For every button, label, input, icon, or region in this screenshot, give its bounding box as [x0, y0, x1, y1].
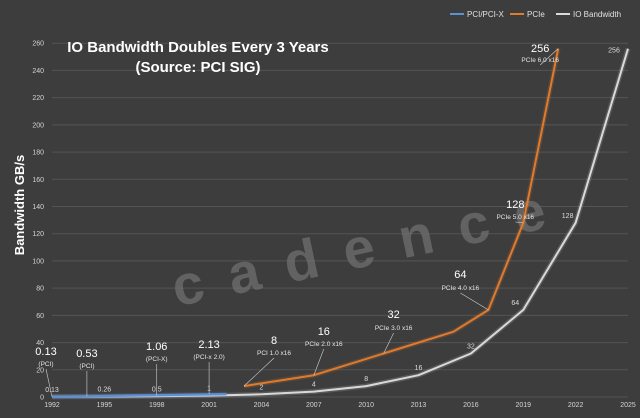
y-tick-label: 0 — [40, 395, 44, 402]
x-tick-label: 2001 — [201, 402, 217, 409]
x-tick-label: 1998 — [149, 402, 165, 409]
x-tick-label: 2010 — [358, 402, 374, 409]
io-value-label: 128 — [562, 213, 574, 220]
y-tick-label: 140 — [32, 204, 44, 211]
x-tick-label: 2019 — [515, 402, 531, 409]
y-tick-label: 180 — [32, 150, 44, 157]
spec-value-label: 2.13 — [198, 339, 219, 351]
spec-value-label: 16 — [318, 326, 330, 338]
chart-title-line1: IO Bandwidth Doubles Every 3 Years — [67, 39, 328, 56]
io-value-label: 1 — [207, 386, 211, 393]
io-value-label: 2 — [260, 384, 264, 391]
y-tick-label: 160 — [32, 177, 44, 184]
y-tick-label: 60 — [36, 313, 44, 320]
y-axis-ticks: 0 20 40 60 80 100 120 140 160 180 200 220 240 260 — [32, 41, 44, 402]
y-tick-label: 20 — [36, 367, 44, 374]
spec-name-label: (PCI-x 2.0) — [193, 354, 224, 361]
x-tick-label: 1995 — [97, 402, 113, 409]
io-value-label: 16 — [415, 365, 423, 372]
spec-name-label: PCI 1.0 x16 — [257, 350, 291, 357]
x-tick-label: 1992 — [44, 402, 60, 409]
x-tick-label: 2007 — [306, 402, 322, 409]
chart-title-line2: (Source: PCI SIG) — [135, 59, 260, 76]
x-tick-label: 2016 — [463, 402, 479, 409]
spec-value-label: 8 — [271, 335, 277, 347]
spec-name-label: PCIe 4.0 x16 — [442, 285, 480, 292]
pci-legend-label: PCI/PCI-X — [467, 10, 505, 19]
spec-name-label: PCIe 5.0 x16 — [496, 214, 534, 221]
io-value-labels: 0.13 0.26 0.5 1 2 4 8 16 32 64 128 256 — [45, 48, 620, 394]
y-tick-label: 40 — [36, 340, 44, 347]
spec-value-label: 256 — [531, 43, 549, 55]
annotation-leader-line — [383, 332, 394, 354]
y-tick-label: 200 — [32, 122, 44, 129]
pci-series-line — [51, 393, 227, 398]
y-tick-label: 260 — [32, 41, 44, 48]
io-value-label: 32 — [467, 343, 475, 350]
io-value-label: 8 — [364, 376, 368, 383]
y-tick-label: 80 — [36, 286, 44, 293]
spec-value-label: 128 — [506, 199, 524, 211]
annotation-leader-line — [45, 368, 53, 397]
spec-name-label: (PCI-X) — [146, 356, 168, 363]
pcie-legend-label: PCIe — [527, 10, 545, 19]
io-value-label: 64 — [511, 300, 519, 307]
spec-name-label: PCIe 3.0 x16 — [375, 325, 413, 332]
spec-value-label: 0.13 — [35, 346, 56, 358]
x-tick-label: 2013 — [411, 402, 427, 409]
spec-name-label: PCIe 6.0 x16 — [521, 57, 559, 64]
spec-annotations: 0.13 (PCI) 0.53 (PCI) 1.06 (PCI-X) 2.13 (PCI-x … — [35, 43, 559, 397]
spec-value-label: 64 — [454, 269, 466, 281]
y-tick-label: 120 — [32, 231, 44, 238]
x-tick-label: 2004 — [254, 402, 270, 409]
io-value-label: 0.5 — [152, 386, 162, 393]
annotation-leader-line — [515, 221, 524, 224]
io-value-label: 0.13 — [45, 387, 59, 394]
annotation-leader-line — [313, 348, 325, 376]
spec-name-label: (PCI) — [38, 361, 53, 368]
grid-lines — [52, 42, 628, 398]
spec-name-label: (PCI) — [79, 363, 94, 370]
y-axis-label: Bandwidth GB/s — [12, 155, 27, 255]
legend: PCI/PCI-X PCIe IO Bandwidth — [450, 10, 621, 19]
y-tick-label: 220 — [32, 95, 44, 102]
y-tick-label: 240 — [32, 68, 44, 75]
io-value-label: 0.26 — [98, 387, 112, 394]
io-legend-label: IO Bandwidth — [573, 10, 621, 19]
io-value-label: 4 — [312, 382, 316, 389]
annotation-leader-line — [460, 292, 489, 311]
spec-value-label: 32 — [388, 309, 400, 321]
x-axis-ticks: 1992 1995 1998 2001 2004 2007 2010 2013 2016 2019… — [44, 402, 636, 409]
annotation-leader-line — [539, 48, 559, 66]
spec-name-label: PCIe 2.0 x16 — [305, 341, 343, 348]
y-tick-label: 100 — [32, 258, 44, 265]
spec-value-label: 1.06 — [146, 341, 167, 353]
spec-value-label: 0.53 — [76, 348, 97, 360]
io-value-label: 256 — [608, 48, 620, 55]
x-tick-label: 2025 — [620, 402, 636, 409]
annotation-leader-line — [243, 357, 275, 387]
x-tick-label: 2022 — [568, 402, 584, 409]
